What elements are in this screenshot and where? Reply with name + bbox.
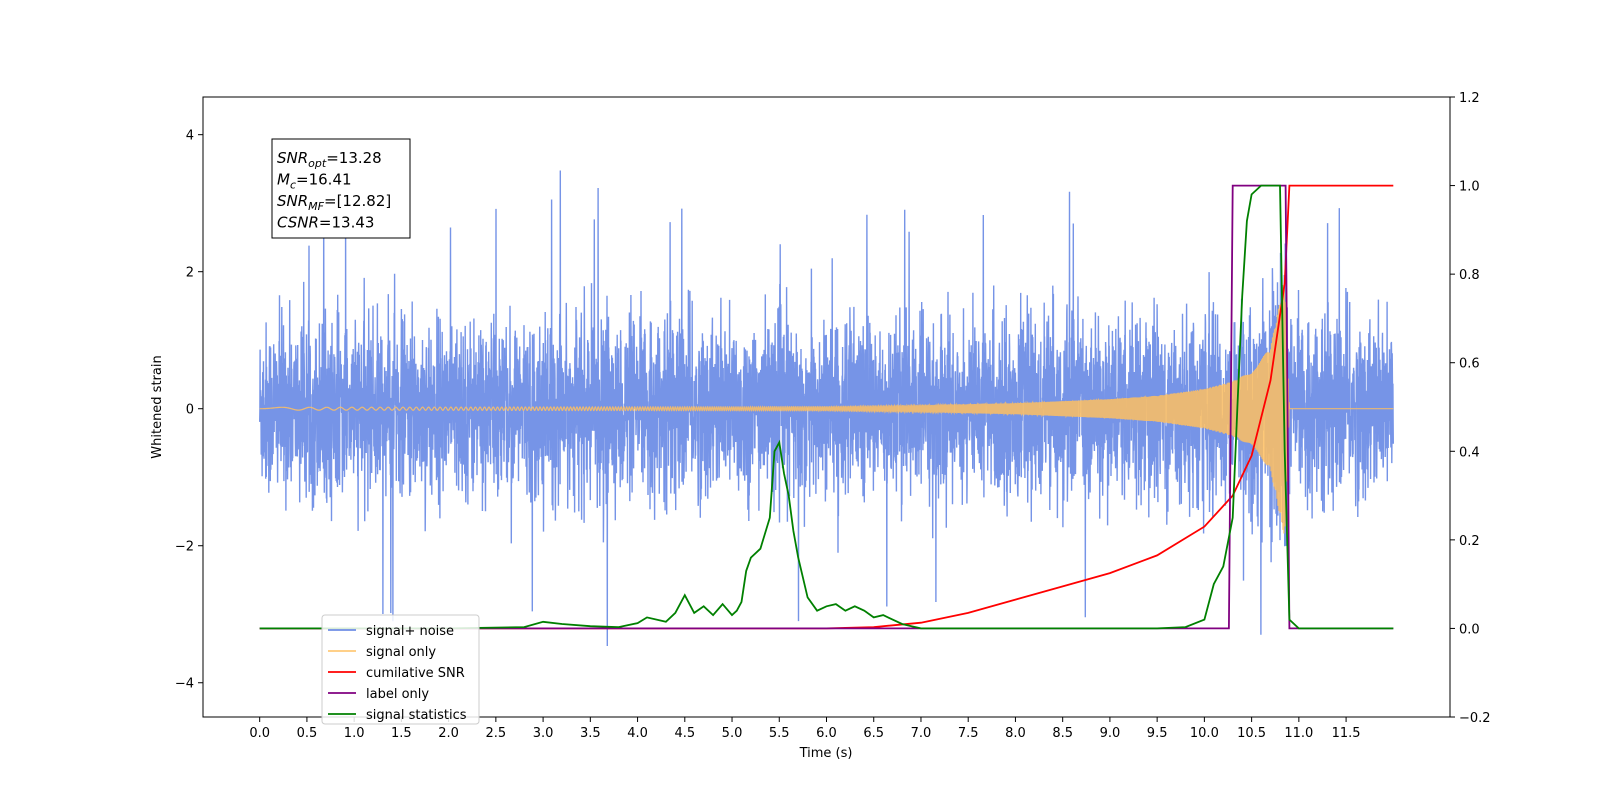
legend-item: signal statistics (328, 708, 467, 723)
y-axis-label: Whitened strain (150, 355, 165, 458)
y2-tick-label: 0.6 (1459, 357, 1480, 372)
svg-text:signal+ noise: signal+ noise (366, 624, 454, 639)
svg-text:signal statistics: signal statistics (366, 708, 467, 723)
stat-line: SNRopt=13.28 (277, 149, 382, 170)
x-tick-label: 0.5 (297, 726, 318, 741)
x-tick-label: 5.5 (769, 726, 790, 741)
svg-text:label only: label only (366, 687, 429, 702)
y-tick-label: 0 (186, 403, 194, 418)
y-axis-right: 1.2 1.0 0.8 0.6 0.4 0.2 0.0 −0.2 (1450, 91, 1491, 726)
x-tick-label: 8.5 (1052, 726, 1073, 741)
y-axis-left: 4 2 0 −2 −4 (175, 129, 203, 692)
y-tick-label: −2 (175, 540, 194, 555)
svg-text:cumilative SNR: cumilative SNR (366, 666, 465, 681)
x-tick-label: 0.0 (249, 726, 270, 741)
series-cumulative-snr (259, 184, 1394, 630)
svg-text:signal only: signal only (366, 645, 436, 660)
x-tick-label: 7.0 (911, 726, 932, 741)
stat-line: Mc=16.41 (277, 171, 352, 192)
x-tick-label: 9.5 (1147, 726, 1168, 741)
series-signal-only (259, 283, 1394, 534)
x-tick-label: 4.5 (674, 726, 695, 741)
x-tick-label: 11.0 (1284, 726, 1313, 741)
y2-tick-label: 1.2 (1459, 91, 1480, 106)
y-tick-label: 4 (186, 129, 194, 144)
legend-item: signal only (328, 645, 436, 660)
y2-tick-label: 0.2 (1459, 534, 1480, 549)
series-signal-noise (259, 170, 1394, 647)
x-tick-label: 3.0 (533, 726, 554, 741)
y2-tick-label: −0.2 (1459, 711, 1491, 726)
x-tick-label: 3.5 (580, 726, 601, 741)
series-signal-statistics (259, 184, 1394, 630)
y-tick-label: −4 (175, 677, 194, 692)
x-tick-label: 2.5 (486, 726, 507, 741)
x-tick-label: 10.5 (1237, 726, 1266, 741)
x-tick-label: 9.0 (1100, 726, 1121, 741)
y-tick-label: 2 (186, 266, 194, 281)
x-tick-label: 7.5 (958, 726, 979, 741)
x-tick-label: 1.5 (391, 726, 412, 741)
x-axis: 0.0 0.5 1.0 1.5 2.0 2.5 3.0 3.5 4.0 4.5 5.0 5.5 6.0 6… (249, 717, 1361, 741)
x-tick-label: 6.5 (863, 726, 884, 741)
y2-tick-label: 0.4 (1459, 445, 1480, 460)
legend-item: signal+ noise (328, 624, 454, 639)
y2-tick-label: 1.0 (1459, 180, 1480, 195)
x-tick-label: 4.0 (627, 726, 648, 741)
stats-box: SNRopt=13.28Mc=16.41SNRMF=[12.82]CSNR=13… (271, 138, 411, 239)
x-tick-label: 5.0 (722, 726, 743, 741)
stat-line: SNRMF=[12.82] (277, 192, 391, 213)
legend-item: label only (328, 687, 429, 702)
x-tick-label: 6.0 (816, 726, 837, 741)
x-axis-label: Time (s) (799, 746, 853, 761)
legend: signal+ noise signal only cumilative SNR la… (321, 614, 480, 725)
plot-area (259, 170, 1394, 647)
x-tick-label: 2.0 (438, 726, 459, 741)
y2-tick-label: 0.8 (1459, 268, 1480, 283)
legend-item: cumilative SNR (328, 666, 465, 681)
y2-tick-label: 0.0 (1459, 622, 1480, 637)
stat-line: CSNR=13.43 (277, 214, 374, 232)
x-tick-label: 11.5 (1332, 726, 1361, 741)
x-tick-label: 10.0 (1190, 726, 1219, 741)
x-tick-label: 1.0 (344, 726, 365, 741)
x-tick-label: 8.0 (1005, 726, 1026, 741)
